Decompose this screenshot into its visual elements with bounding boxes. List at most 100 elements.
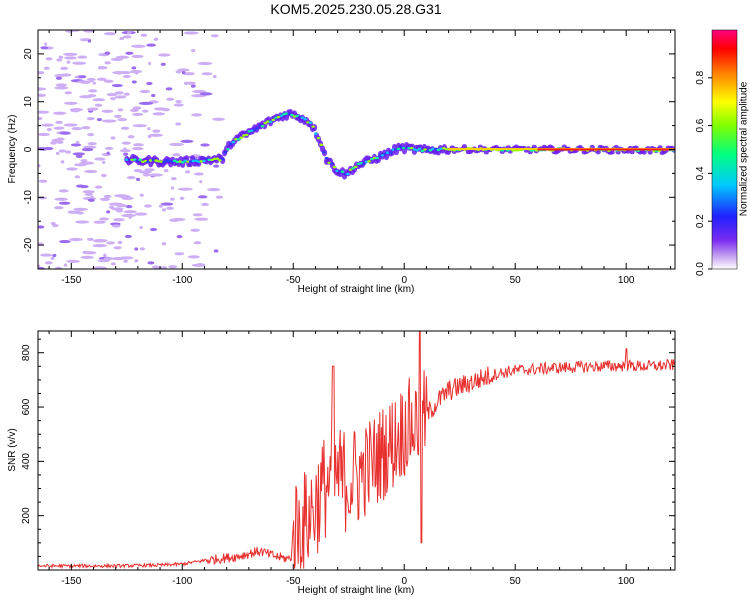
snr-series	[38, 331, 675, 570]
noise-speck	[112, 224, 121, 228]
noise-speck	[56, 58, 63, 62]
x-tick-label: 0	[401, 275, 407, 286]
noise-speck	[187, 255, 200, 259]
ridge-core	[284, 112, 289, 115]
colorbar-ticks: 0.0 0.2 0.4 0.6 0.8	[695, 70, 712, 276]
noise-speck	[92, 98, 106, 102]
noise-speck	[108, 205, 115, 209]
noise-speck	[73, 207, 88, 211]
noise-speck	[94, 185, 103, 189]
ridge-core	[127, 158, 132, 162]
noise-speck	[149, 227, 158, 232]
bottom-x-ticks: -150 -100 -50 0 50 100	[48, 331, 672, 587]
chart-title: KOM5.2025.230.05.28.G31	[270, 1, 441, 17]
noise-speck	[171, 217, 186, 222]
snr-panel: -150 -100 -50 0 50 100 200 400 600 800 Height of…	[7, 330, 676, 596]
ridge-core	[236, 138, 241, 141]
noise-speck	[43, 66, 50, 70]
ridge-core	[223, 151, 228, 154]
noise-speck	[161, 208, 167, 212]
ridge-halo	[647, 150, 653, 155]
ridge-core	[215, 157, 220, 160]
ridge-core	[399, 145, 403, 149]
ridge-halo	[629, 149, 635, 155]
noise-speck	[174, 252, 185, 256]
noise-speck	[139, 225, 143, 230]
noise-speck	[160, 62, 166, 66]
ridge-core	[279, 114, 284, 117]
noise-speck	[139, 193, 144, 197]
noise-speck	[38, 71, 45, 75]
noise-speck	[165, 87, 173, 91]
noise-speck	[90, 195, 94, 199]
noise-speck	[131, 146, 144, 151]
noise-speck	[126, 31, 132, 35]
ridge-core	[124, 158, 129, 161]
noise-speck	[111, 83, 123, 88]
noise-speck	[94, 103, 103, 107]
x-tick-label: -50	[286, 576, 301, 587]
noise-speck	[93, 239, 107, 243]
ridge-core	[194, 159, 198, 162]
noise-speck	[89, 78, 94, 83]
noise-speckle	[38, 30, 225, 269]
noise-speck	[65, 150, 72, 154]
colorbar-label: Normalized spectral amplitude	[739, 81, 750, 216]
y-tick-label: 800	[21, 344, 32, 361]
ridge-core	[218, 159, 222, 162]
noise-speck	[195, 263, 206, 267]
noise-speck	[123, 92, 130, 96]
y-tick-label: 10	[23, 96, 34, 108]
noise-speck	[139, 89, 151, 94]
noise-speck	[113, 218, 125, 222]
ridge-core	[260, 124, 265, 128]
x-tick-label: 100	[618, 275, 635, 286]
noise-speck	[103, 194, 112, 199]
noise-speck	[64, 56, 78, 60]
ridge-core	[322, 151, 326, 154]
ridge-core	[212, 157, 217, 161]
noise-speck	[119, 149, 131, 153]
noise-speck	[110, 97, 116, 101]
ridge-core	[370, 157, 374, 161]
noise-speck	[132, 124, 147, 128]
ridge-core	[138, 158, 142, 161]
noise-speck	[197, 61, 213, 66]
ridge-core	[207, 158, 212, 162]
noise-speck	[172, 153, 181, 157]
noise-speck	[104, 51, 111, 55]
ridge-core	[239, 136, 244, 139]
top-y-ticks: -20 -10 0 10 20	[23, 29, 675, 270]
ridge-core	[186, 160, 190, 163]
ridge-core	[226, 148, 230, 151]
noise-speck	[104, 146, 114, 151]
noise-speck	[55, 266, 62, 269]
y-tick-label: -10	[23, 190, 34, 205]
noise-speck	[161, 242, 167, 246]
x-tick-label: -150	[61, 275, 81, 286]
noise-speck	[87, 198, 95, 202]
noise-speck	[101, 109, 114, 113]
noise-speck	[131, 66, 137, 70]
noise-speck	[38, 87, 47, 91]
noise-speck	[66, 167, 78, 171]
ridge-core	[385, 151, 390, 154]
noise-speck	[60, 73, 72, 77]
noise-speck	[132, 106, 142, 110]
ridge-halo	[609, 150, 615, 155]
noise-speck	[134, 212, 148, 216]
noise-speck	[54, 206, 64, 210]
ridge-core	[255, 127, 260, 130]
ridge-core	[271, 118, 276, 122]
noise-speck	[101, 119, 117, 123]
noise-speck	[170, 177, 177, 181]
ridge-core	[367, 160, 371, 163]
noise-speck	[160, 266, 167, 269]
noise-speck	[201, 202, 209, 207]
y-tick-label: 400	[21, 453, 32, 470]
ridge-core	[444, 147, 449, 151]
ridge-core	[433, 147, 438, 151]
noise-speck	[104, 61, 111, 65]
noise-speck	[38, 196, 48, 200]
